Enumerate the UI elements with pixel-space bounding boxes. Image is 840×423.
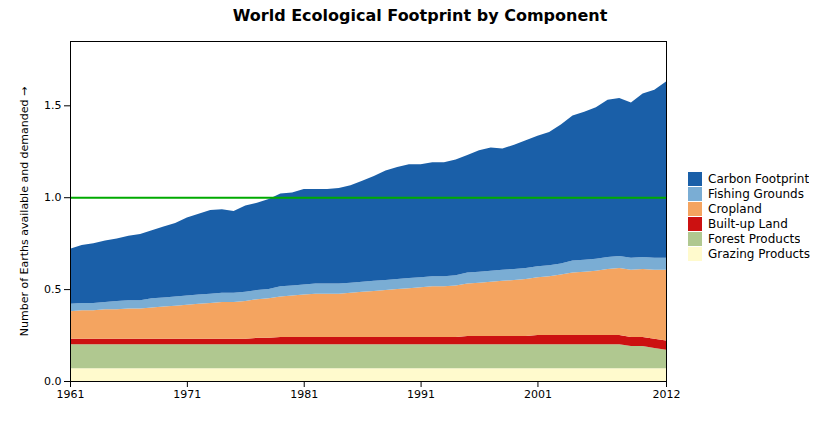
html-text:World Ecological Footprint by: World Ecological Footprint by Component <box>232 6 608 25</box>
svg-text:1991: 1991 <box>407 388 435 401</box>
svg-text:0.0: 0.0 <box>44 375 62 388</box>
html-text:Forest Products: Forest Products <box>708 232 801 246</box>
svg-text:Number of Earths available and: Number of Earths available and demanded … <box>18 87 31 336</box>
svg-text:1.5: 1.5 <box>44 99 62 112</box>
svg-text:1961: 1961 <box>57 388 85 401</box>
html-text:Grazing Products: Grazing Products <box>708 247 811 261</box>
svg-text:2012: 2012 <box>653 388 681 401</box>
svg-text:2001: 2001 <box>524 388 552 401</box>
svg-text:1971: 1971 <box>173 388 201 401</box>
html-text:Built-up Land: Built-up Land <box>708 217 788 231</box>
html-text:Fishing Grounds: Fishing Grounds <box>708 187 804 201</box>
html-text:Cropland: Cropland <box>708 202 762 216</box>
html-text:Carbon Footprint: Carbon Footprint <box>708 172 810 186</box>
svg-text:0.5: 0.5 <box>44 283 62 296</box>
svg-text:1.0: 1.0 <box>44 191 62 204</box>
svg-text:1981: 1981 <box>290 388 318 401</box>
